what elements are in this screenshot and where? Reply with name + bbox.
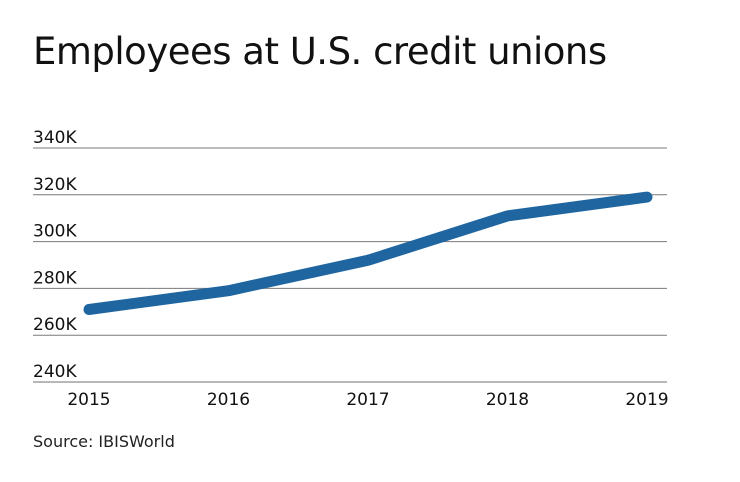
y-tick-label: 320K (33, 175, 77, 195)
x-tick-label: 2015 (67, 390, 110, 410)
x-axis-labels: 2015 2016 2017 2018 2019 (67, 390, 668, 410)
y-tick-label: 240K (33, 362, 77, 382)
y-tick-label: 280K (33, 268, 77, 288)
chart-title: Employees at U.S. credit unions (33, 30, 607, 73)
gridlines (33, 147, 667, 383)
x-tick-label: 2017 (346, 390, 389, 410)
y-tick-label: 340K (33, 128, 77, 148)
y-tick-label: 260K (33, 315, 77, 335)
employees-line (83, 191, 653, 315)
x-tick-label: 2018 (486, 390, 529, 410)
x-tick-label: 2016 (207, 390, 250, 410)
y-tick-label: 300K (33, 222, 77, 242)
x-tick-label: 2019 (625, 390, 668, 410)
source-note: Source: IBISWorld (33, 432, 175, 451)
y-axis-labels: 240K 260K 280K 300K 320K 340K (33, 128, 77, 382)
